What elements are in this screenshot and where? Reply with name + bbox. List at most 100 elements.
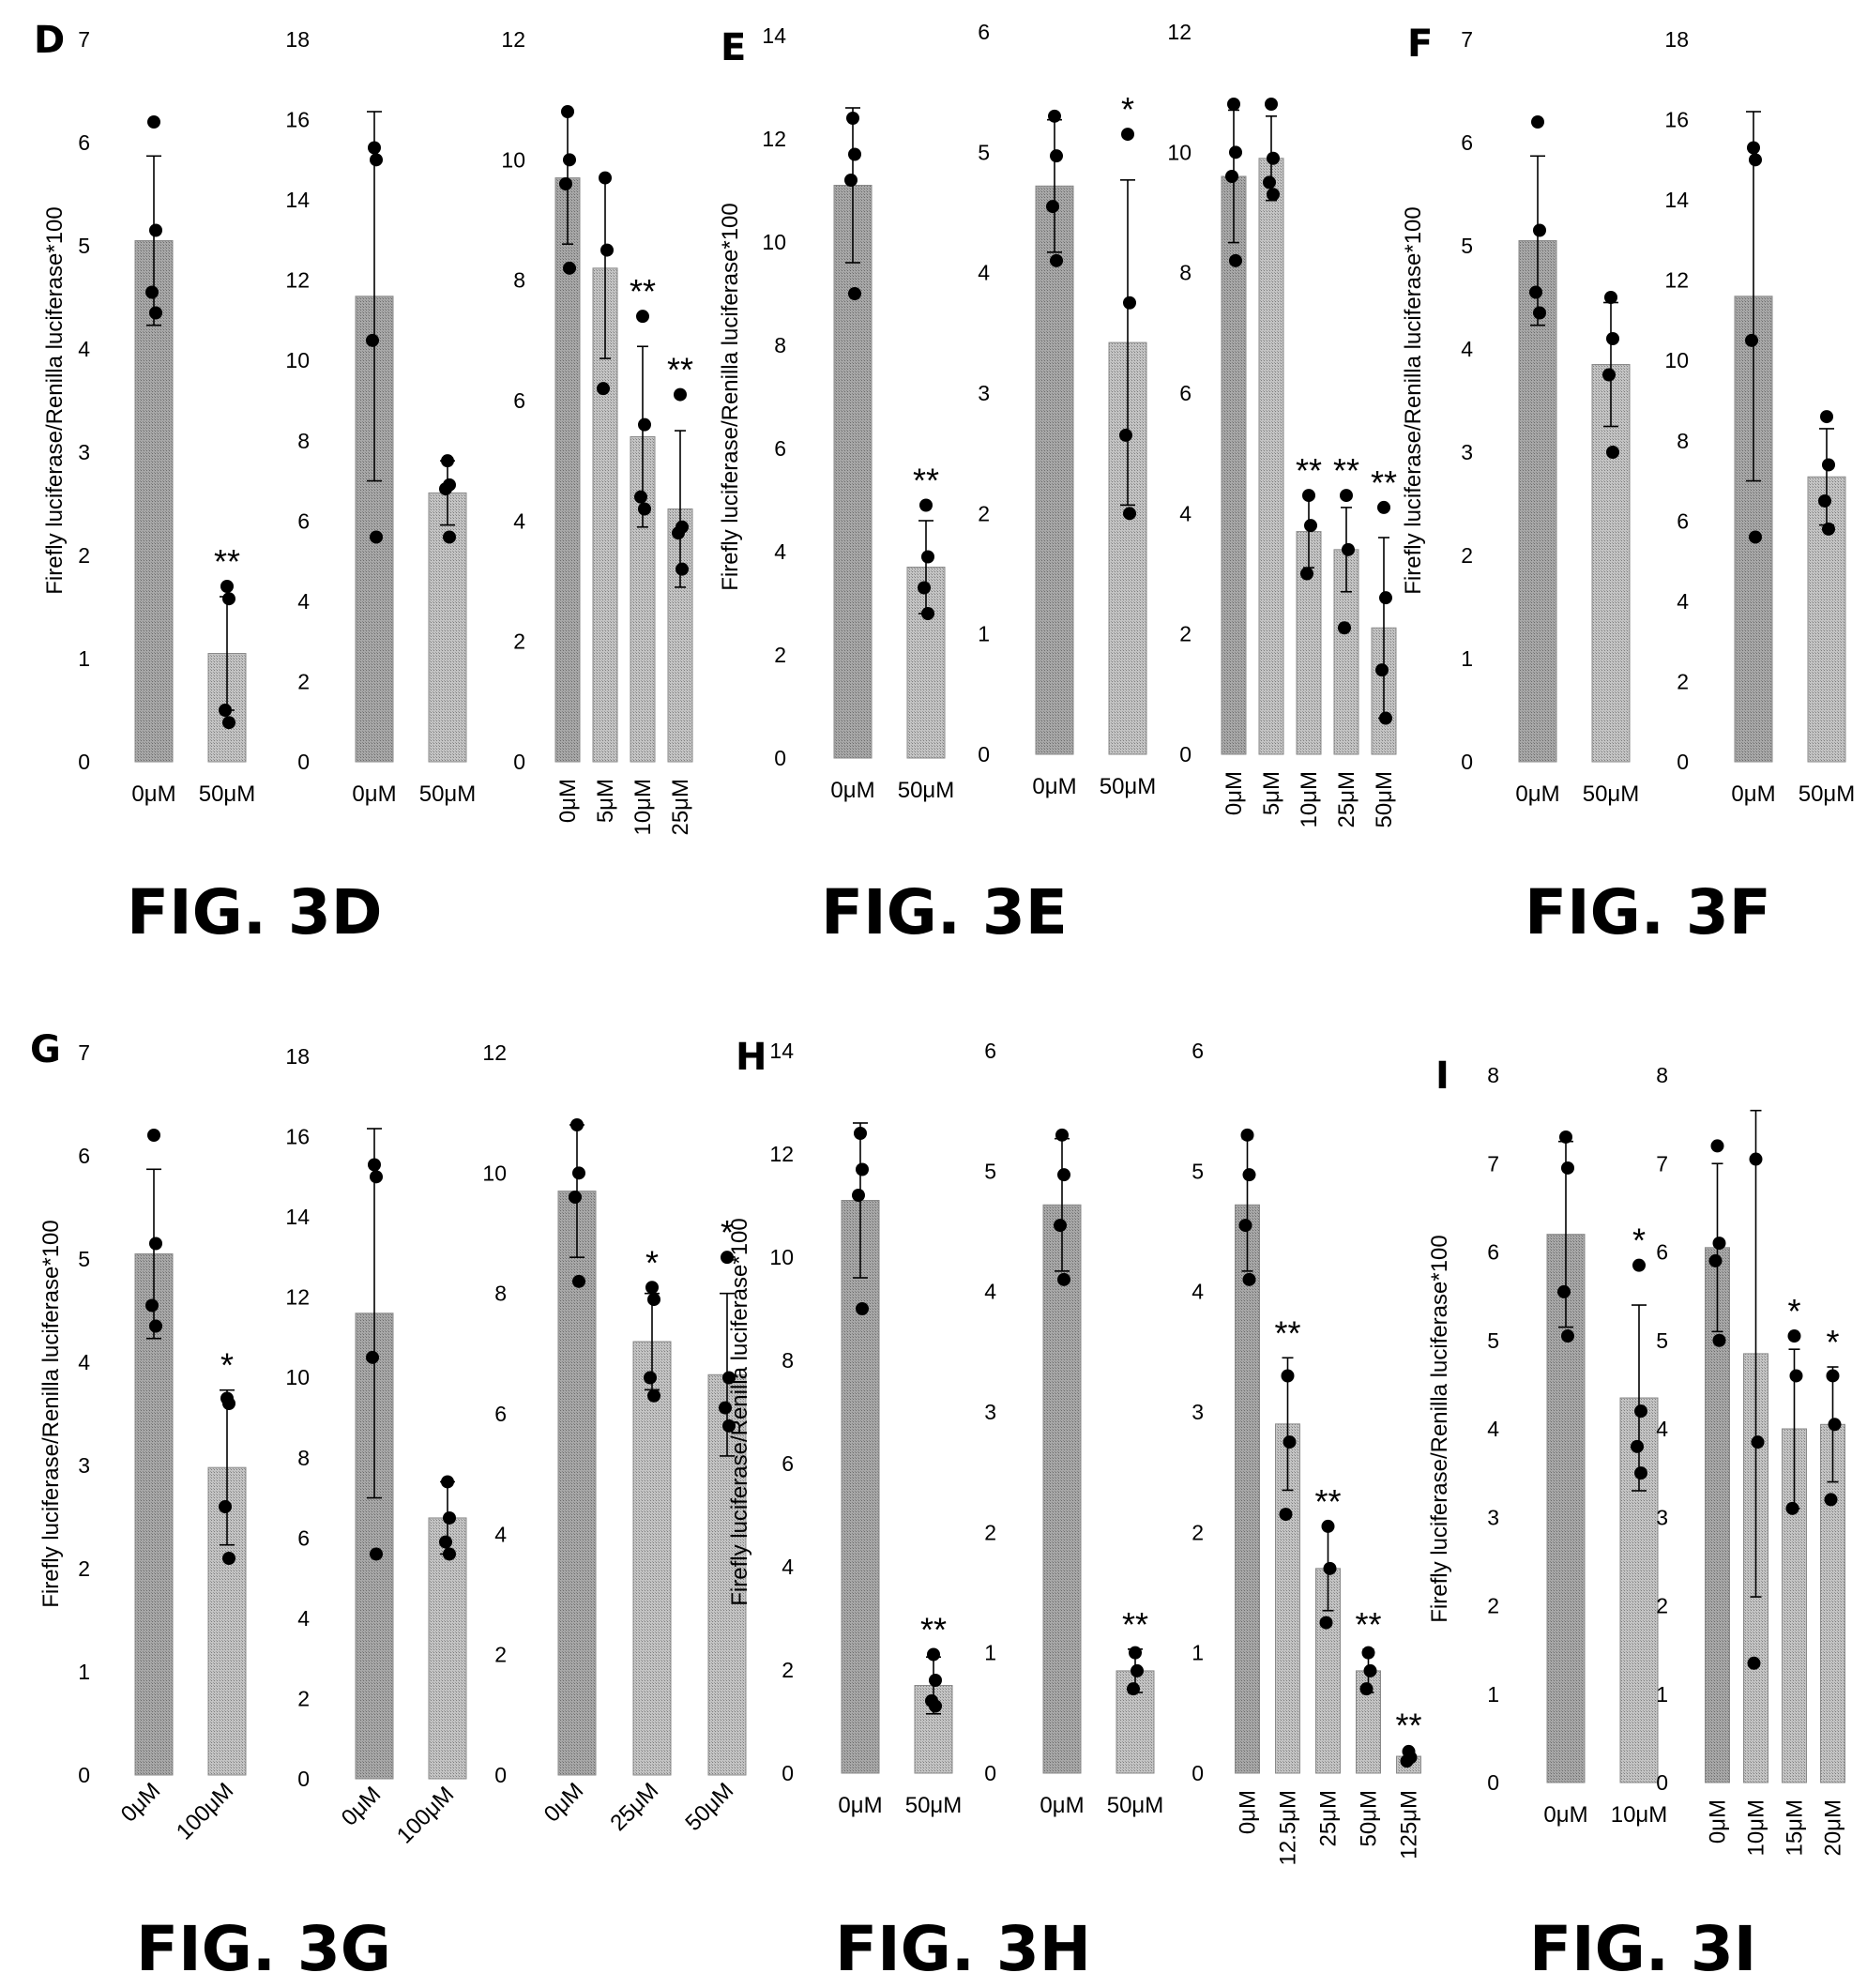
category-label: 25μM [668, 779, 693, 836]
figure-caption-3e: FIG. 3E [821, 876, 1068, 948]
y-tick-label: 6 [297, 508, 310, 533]
data-point [1050, 253, 1063, 267]
data-point [1747, 1656, 1761, 1670]
category-label: 0μM [1222, 771, 1247, 815]
data-point [572, 1274, 585, 1288]
category-label: 50μM [199, 782, 256, 807]
y-tick-label: 0 [297, 750, 310, 774]
significance-mark: ** [1122, 1605, 1148, 1644]
data-point [222, 716, 235, 730]
data-point [572, 1166, 585, 1180]
bar [1518, 240, 1557, 763]
bar [841, 1200, 880, 1774]
data-point [1789, 1369, 1803, 1383]
category-label: 0μM [1040, 1793, 1084, 1818]
data-point [1321, 1519, 1335, 1533]
data-point [644, 1371, 657, 1385]
panel-letter-d: D [34, 19, 65, 62]
data-point [1340, 489, 1353, 503]
y-tick-label: 5 [1487, 1328, 1499, 1353]
significance-mark: * [645, 1243, 659, 1282]
significance-mark: ** [1296, 451, 1322, 490]
y-tick-label: 8 [1179, 261, 1192, 285]
y-tick-label: 2 [513, 630, 525, 654]
data-point [222, 1552, 235, 1565]
y-tick-label: 4 [1487, 1417, 1499, 1441]
y-tick-label: 3 [978, 381, 990, 405]
bar [1275, 1423, 1300, 1774]
y-tick-label: 3 [984, 1400, 996, 1424]
y-tick-label: 18 [285, 1044, 310, 1069]
significance-mark: * [220, 1346, 234, 1385]
chart-3f-7: 0 2 4 6 8 10 12 14 16 18 0μM 50μM [1664, 27, 1855, 807]
data-point [1127, 1682, 1140, 1696]
data-point [1749, 1152, 1763, 1166]
data-point [1375, 663, 1389, 677]
data-point [1363, 1663, 1377, 1677]
y-tick-label: 2 [1656, 1594, 1668, 1618]
significance-mark: ** [1314, 1482, 1341, 1521]
y-tick-label: 0 [782, 1761, 794, 1785]
y-tick-label: 4 [78, 337, 90, 361]
bar [1820, 1423, 1845, 1783]
data-point [848, 287, 861, 300]
data-point [1304, 519, 1317, 533]
data-point [722, 1371, 736, 1385]
data-point [1129, 1646, 1142, 1660]
data-point [1229, 253, 1242, 267]
data-point [1279, 1508, 1293, 1522]
y-tick-label: 3 [1487, 1505, 1499, 1529]
data-point [1238, 1219, 1252, 1233]
y-tick-label: 7 [1461, 27, 1473, 52]
panel-letter-h: H [736, 1036, 767, 1079]
data-point [1602, 368, 1616, 382]
data-point [1302, 489, 1315, 503]
data-point [1826, 1369, 1840, 1383]
y-tick-label: 12 [501, 27, 525, 52]
y-tick-label: 2 [78, 543, 90, 568]
chart-3e-3: 0 2 4 6 8 10 12 14 Firefly luciferase/Renilla lu… [718, 23, 954, 803]
data-point [1379, 711, 1392, 725]
y-tick-label: 2 [297, 1686, 310, 1710]
data-point [1342, 542, 1355, 556]
y-tick-label: 3 [78, 1453, 90, 1478]
y-tick-label: 0 [513, 750, 525, 774]
category-label: 50μM [1583, 782, 1640, 807]
data-point [1123, 296, 1136, 310]
y-axis-label: Firefly luciferase/Renilla luciferase*10… [718, 203, 743, 591]
data-point [443, 1547, 456, 1561]
data-point [1377, 500, 1390, 514]
category-label: 50μM [1372, 771, 1397, 828]
y-tick-label: 4 [297, 589, 310, 614]
data-point [439, 482, 452, 496]
chart-3d-1: 0 2 4 6 8 10 12 14 16 18 0μM 50μM [285, 27, 476, 807]
data-point [441, 1475, 454, 1489]
category-label: 15μM [1783, 1799, 1808, 1857]
category-label: 0μM [337, 1782, 386, 1830]
category-label: 25μM [605, 1778, 663, 1836]
y-tick-label: 10 [1664, 348, 1689, 372]
data-point [1283, 1435, 1297, 1449]
y-tick-label: 1 [984, 1641, 996, 1665]
y-tick-label: 18 [1664, 27, 1689, 52]
data-point [638, 502, 651, 516]
panel-letter-e: E [721, 26, 746, 69]
data-point [634, 490, 647, 504]
chart-3d-2: 0 2 4 6 8 10 12 0μM 5μM ** 10μM ** 25μM [501, 27, 693, 836]
y-tick-label: 0 [774, 746, 786, 770]
category-label: 50μM [1100, 774, 1157, 799]
y-tick-label: 2 [78, 1556, 90, 1581]
y-tick-label: 4 [1179, 501, 1192, 525]
y-tick-label: 5 [1656, 1328, 1668, 1353]
panel-letter-i: I [1435, 1055, 1450, 1098]
data-point [370, 153, 383, 167]
data-point [1242, 1168, 1256, 1182]
category-label: 100μM [392, 1782, 459, 1848]
significance-mark: * [1121, 90, 1134, 129]
y-tick-label: 0 [78, 1763, 90, 1787]
data-point [149, 306, 162, 320]
y-tick-label: 4 [782, 1555, 794, 1579]
category-label: 0μM [539, 1778, 588, 1827]
data-point [1822, 522, 1835, 536]
data-point [145, 285, 159, 299]
